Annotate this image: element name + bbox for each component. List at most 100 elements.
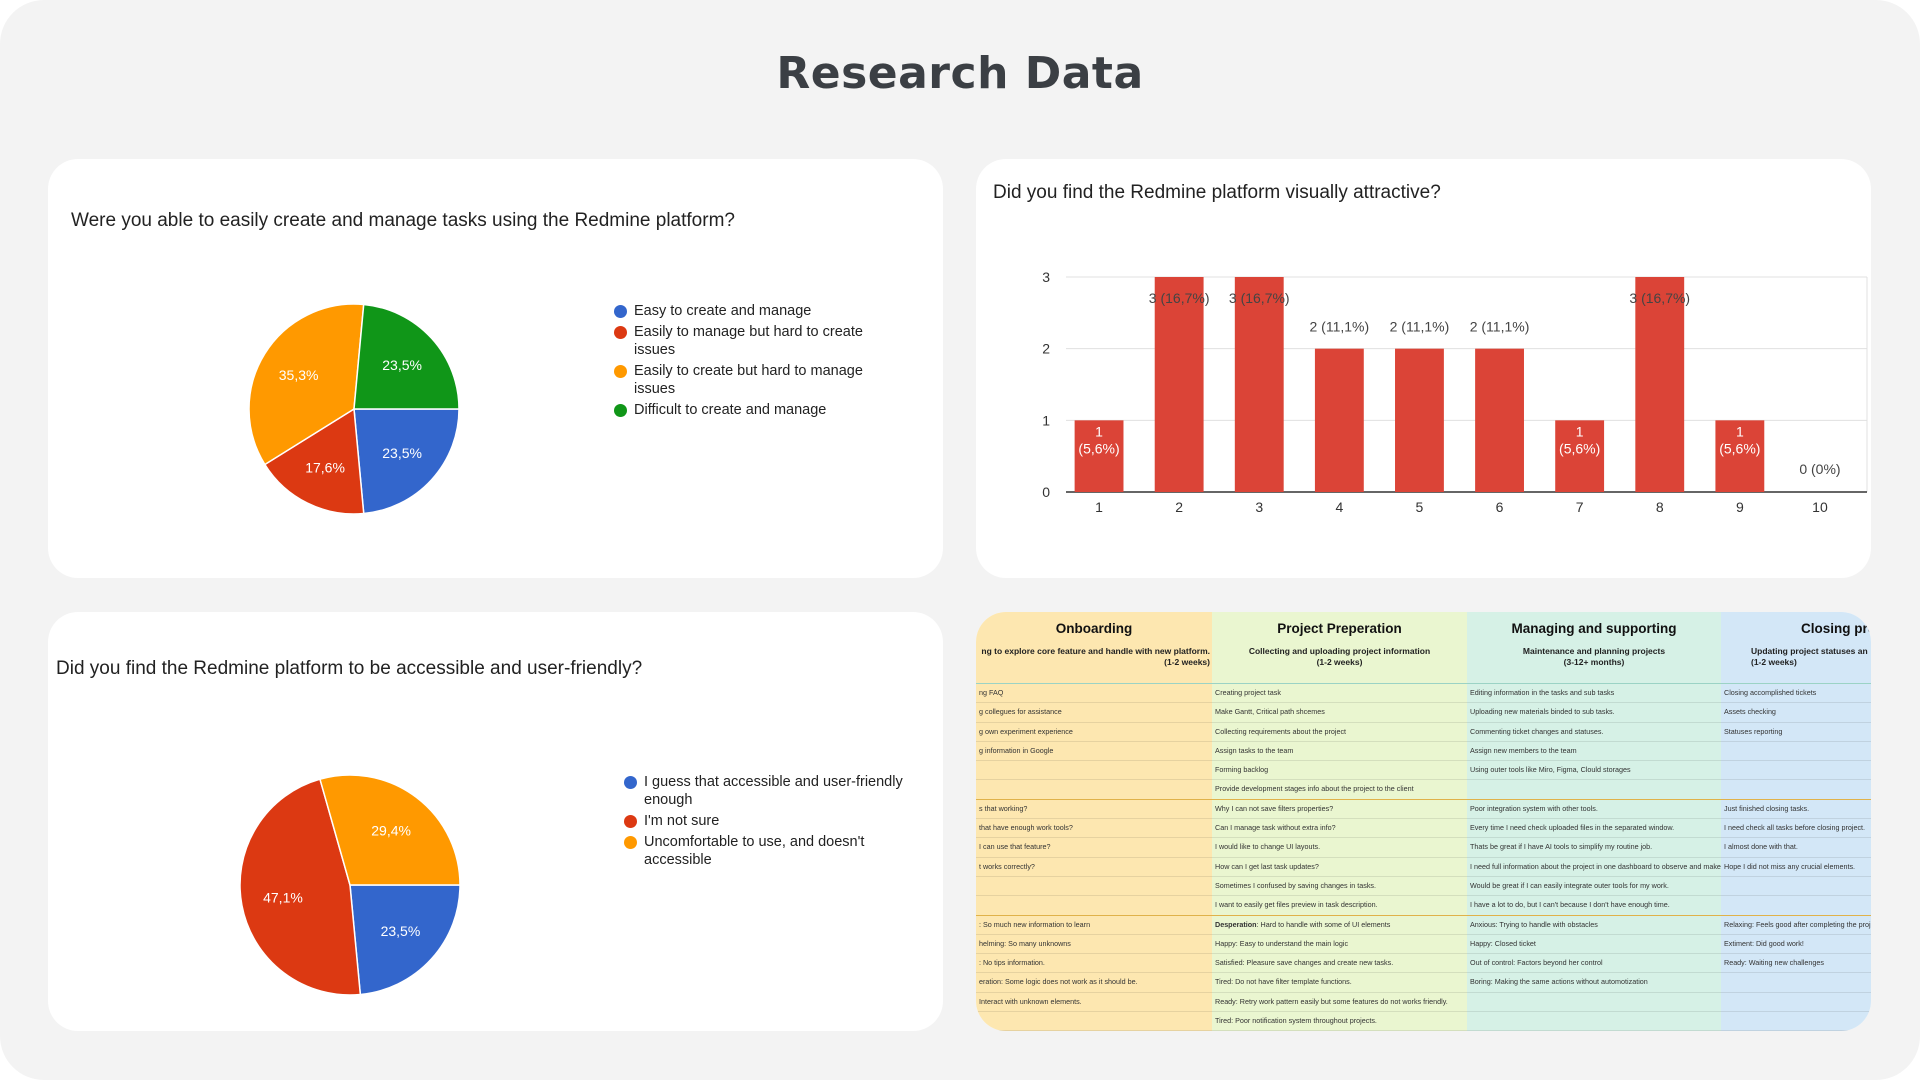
legend-item: Difficult to create and manage [614,401,863,419]
legend-item: Easy to create and manage [614,302,863,320]
legend-label: Uncomfortable to use, and doesn't [644,834,865,850]
bar [1635,277,1685,492]
bar [1074,420,1124,492]
journey-emotion-cell: eration: Some logic does not work as it … [976,973,1212,993]
legend-swatch [624,836,637,849]
journey-stage-title: Closing pro [1801,621,1871,636]
journey-question-cell: Just finished closing tasks. [1721,800,1871,820]
pie-slice [353,408,460,515]
pie-legend: Easy to create and manage Easily to manag… [614,302,863,422]
bar-data-label: 1 (5,6%) [1078,423,1119,456]
journey-map-table: Onboarding ng to explore core feature and… [976,612,1871,1031]
journey-task-cell: Assets checking [1721,703,1871,723]
legend-item: Easily to create but hard to manage issue… [614,362,863,398]
journey-column: Onboarding ng to explore core feature and… [976,612,1212,1031]
x-tick-label: 4 [1335,499,1343,515]
chart-question-title: Were you able to easily create and manag… [71,210,735,231]
journey-emotion-cell: Desperation: Hard to handle with some of… [1212,916,1467,935]
journey-emotion-cell: Extiment: Did good work! [1721,935,1871,955]
journey-stage-subtitle: Maintenance and planning projects (3-12+ … [1467,646,1721,684]
legend-swatch [614,404,627,417]
journey-question-cell: I would like to change UI layouts. [1212,838,1467,858]
chart-question-title: Did you find the Redmine platform visual… [993,182,1441,203]
page-title: Research Data [776,48,1144,99]
journey-emotion-cell: Relaxing: Feels good after completing th… [1721,916,1871,935]
journey-stage-subtitle: Updating project statuses an (1-2 weeks) [1721,646,1871,684]
journey-question-cell: How can I get last task updates? [1212,858,1467,877]
journey-task-cell: g own experiment experience [976,723,1212,742]
journey-emotion-cell [976,1012,1212,1031]
pie-slice [263,407,365,515]
journey-emotion-cell [1467,993,1721,1013]
legend-label: issues [634,342,676,358]
journey-emotion-cell: Boring: Making the same actions without … [1467,973,1721,993]
pie-slice [248,303,365,466]
journey-task-cell: Creating project task [1212,684,1467,704]
journey-question-cell: Every time I need check uploaded files i… [1467,819,1721,839]
journey-question-cell [976,896,1212,916]
journey-task-cell: g information in Google [976,742,1212,762]
journey-emotion-cell: Ready: Retry work pattern easily but som… [1212,993,1467,1013]
legend-label: issues [634,381,676,397]
journey-emotion-cell: : No tips information. [976,954,1212,974]
x-tick-label: 7 [1576,499,1584,515]
journey-question-cell: I almost done with that. [1721,838,1871,858]
journey-task-cell: Commenting ticket changes and statuses. [1467,723,1721,742]
legend-label: accessible [644,852,712,868]
bar [1715,420,1765,492]
legend-label: Easily to manage but hard to create [634,324,863,340]
y-tick-label: 0 [1042,484,1050,500]
journey-task-cell [976,761,1212,781]
journey-emotion-cell: Happy: Easy to understand the main logic [1212,935,1467,955]
x-tick-label: 5 [1416,499,1424,515]
bar [1475,348,1524,492]
bar-chart-card-attractive: Did you find the Redmine platform visual… [976,159,1871,578]
journey-task-cell: Assign new members to the team [1467,742,1721,762]
journey-emotion-cell: Ready: Waiting new challenges [1721,954,1871,974]
bar-data-label: 2 (11,1%) [1390,319,1450,335]
pie-slice-label: 23,5% [382,445,422,461]
legend-label: I'm not sure [644,813,720,829]
journey-question-cell: t works correctly? [976,858,1212,877]
bar-data-label: 0 (0%) [1799,461,1840,477]
pie-chart-card-accessible: Did you find the Redmine platform to be … [48,612,943,1031]
pie-legend: I guess that accessible and user-friendl… [624,773,903,872]
journey-question-cell: s that working? [976,800,1212,820]
journey-question-cell: I can use that feature? [976,838,1212,858]
journey-question-cell: Sometimes I confused by saving changes i… [1212,877,1467,897]
journey-task-cell: ng FAQ [976,684,1212,704]
bar-data-label: 3 (16,7%) [1149,290,1210,306]
bar [1314,348,1364,492]
journey-map-card: Onboarding ng to explore core feature and… [976,612,1871,1031]
legend-label: enough [644,792,693,808]
journey-column: Closing pro Updating project statuses an(… [1721,612,1871,1031]
journey-emotion-cell [1721,1012,1871,1031]
legend-label: Easy to create and manage [634,303,812,319]
journey-task-cell: Forming backlog [1212,761,1467,781]
pie-slice [353,303,460,410]
pie-chart: 23,5% 47,1% 29,4% [239,774,461,996]
journey-question-cell: Poor integration system with other tools… [1467,800,1721,820]
journey-stage-title: Project Preperation [1277,621,1402,636]
pie-slice [319,774,461,886]
x-tick-label: 9 [1736,499,1744,515]
journey-stage-title: Managing and supporting [1511,621,1677,636]
journey-question-cell: that have enough work tools? [976,819,1212,839]
chart-question-title: Did you find the Redmine platform to be … [56,658,643,679]
y-tick-label: 3 [1042,269,1050,285]
legend-swatch [614,326,627,339]
journey-task-cell: Assign tasks to the team [1212,742,1467,762]
journey-task-cell [1467,780,1721,800]
journey-task-cell: Using outer tools like Miro, Figma, Clou… [1467,761,1721,781]
journey-emotion-cell: Satisfied: Pleasure save changes and cre… [1212,954,1467,974]
pie-chart: 23,5% 17,6% 35,3% 23,5% [248,303,460,515]
journey-question-cell: I need check all tasks before closing pr… [1721,819,1871,839]
pie-slice-label: 29,4% [371,823,411,839]
bar [1154,277,1204,492]
x-tick-label: 2 [1175,499,1183,515]
journey-emotion-cell [1721,973,1871,993]
journey-column: Project Preperation Collecting and upload… [1212,612,1467,1031]
journey-emotion-cell: Tired: Poor notification system througho… [1212,1012,1467,1031]
journey-emotion-cell: : So much new information to learn [976,916,1212,935]
